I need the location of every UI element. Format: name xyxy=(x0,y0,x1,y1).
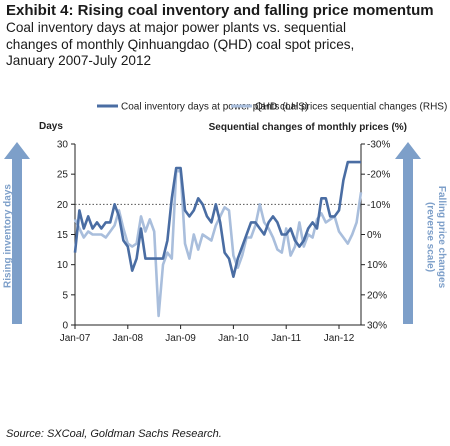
chart: Coal inventory days at power plants (LHS… xyxy=(3,102,448,345)
side-label-right-2: (reverse scale) xyxy=(425,202,436,272)
plot-area: 30 25 20 15 10 5 0 -30% -20% -10% 0% 10% 20% 30% Jan-0… xyxy=(57,140,391,345)
right-tick-label: 10% xyxy=(367,260,387,271)
left-tick-label: 0 xyxy=(62,321,68,332)
left-tick-label: 30 xyxy=(57,140,69,151)
chart-title: Exhibit 4: Rising coal inventory and fal… xyxy=(6,2,434,19)
subtitle-line: January 2007-July 2012 xyxy=(6,53,152,68)
subtitle-line: changes of monthly Qinhuangdao (QHD) coa… xyxy=(6,36,355,52)
right-tick-label: 30% xyxy=(367,321,387,332)
up-arrow-icon xyxy=(395,142,421,324)
x-tick-label: Jan-09 xyxy=(165,333,196,344)
series-line-inventory-days xyxy=(73,160,361,279)
side-label-right-1: Falling price changes xyxy=(436,186,447,289)
x-tick-label: Jan-10 xyxy=(218,333,249,344)
right-tick-label: 20% xyxy=(367,290,387,301)
up-arrow-icon xyxy=(4,142,30,324)
right-tick-label: -30% xyxy=(367,140,390,151)
x-tick-label: Jan-07 xyxy=(60,333,91,344)
x-tick-label: Jan-12 xyxy=(324,333,355,344)
left-tick-label: 5 xyxy=(62,290,68,301)
rising-arrow xyxy=(4,142,30,324)
right-tick-label: -20% xyxy=(367,170,390,181)
side-label-left: Rising inventory days xyxy=(3,184,14,288)
left-tick-label: 20 xyxy=(57,200,69,211)
source-note: Source: SXCoal, Goldman Sachs Research. xyxy=(6,428,222,440)
left-tick-label: 10 xyxy=(57,260,69,271)
left-tick-label: 25 xyxy=(57,170,69,181)
x-tick-label: Jan-11 xyxy=(271,333,301,344)
falling-arrow xyxy=(395,142,421,324)
subtitle-line: Coal inventory days at major power plant… xyxy=(6,20,347,35)
right-axis-title: Sequential changes of monthly prices (%) xyxy=(209,122,407,133)
x-tick-label: Jan-08 xyxy=(113,333,144,344)
legend-label-rhs: QHD coal prices sequential changes (RHS) xyxy=(255,102,447,113)
series-line-qhd-price-changes xyxy=(73,169,363,318)
right-tick-label: 0% xyxy=(367,230,382,241)
right-tick-label: -10% xyxy=(367,200,390,211)
chart-subtitle: Coal inventory days at major power plant… xyxy=(6,20,446,70)
left-axis-title: Days xyxy=(39,121,63,132)
chart-legend: Coal inventory days at power plants (LHS… xyxy=(97,102,447,113)
left-tick-label: 15 xyxy=(57,230,69,241)
legend-label-lhs: Coal inventory days at power plants (LHS… xyxy=(121,102,308,113)
